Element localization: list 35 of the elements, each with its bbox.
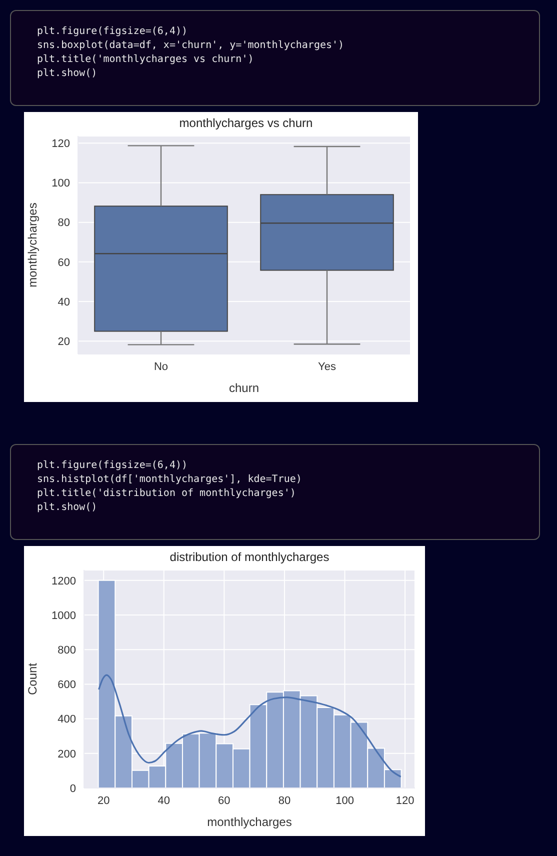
text: plt.title('distribution of monthlycharges') [37,487,297,501]
x-tick-label: 20 [97,794,110,807]
y-tick-label: 1000 [52,610,76,622]
y-tick-label: 0 [70,782,76,795]
x-axis-title: churn [228,381,260,395]
y-axis-title: monthlycharges [25,202,40,288]
y-tick-label: 400 [58,714,76,726]
text: sns.histplot(df['monthlycharges'], kde=True) [37,473,303,487]
x-tick-label: No [154,360,168,373]
y-tick-label: 100 [52,178,70,190]
y-tick-label: 60 [58,256,70,269]
y-tick-label: 40 [58,296,70,308]
text: plt.show() [37,67,98,81]
y-tick-label: 80 [58,217,70,230]
x-axis-title: monthlycharges [207,815,292,829]
x-tick-label: 60 [218,794,230,807]
x-tick-label: 40 [158,794,170,807]
x-tick-label: 120 [396,794,414,807]
y-tick-label: 120 [52,138,70,150]
y-axis-title: Count [25,662,40,696]
text: plt.figure(figsize=(6,4)) [37,25,189,39]
y-tick-label: 600 [58,679,76,692]
text: plt.figure(figsize=(6,4)) [37,459,189,473]
x-tick-label: Yes [318,360,336,373]
chart-title: monthlycharges vs churn [178,116,314,132]
text: plt.title('monthlycharges vs churn') [37,53,255,67]
text: sns.boxplot(data=df, x='churn', y='monthlycharges') [37,39,346,53]
y-tick-label: 1200 [52,575,76,588]
y-tick-label: 20 [58,336,70,348]
text: plt.show() [37,501,98,515]
x-tick-label: 80 [278,794,291,807]
chart-title: distribution of monthlycharges [168,550,330,566]
y-tick-label: 800 [58,644,76,656]
y-tick-label: 200 [58,748,76,760]
x-tick-label: 100 [336,794,354,807]
